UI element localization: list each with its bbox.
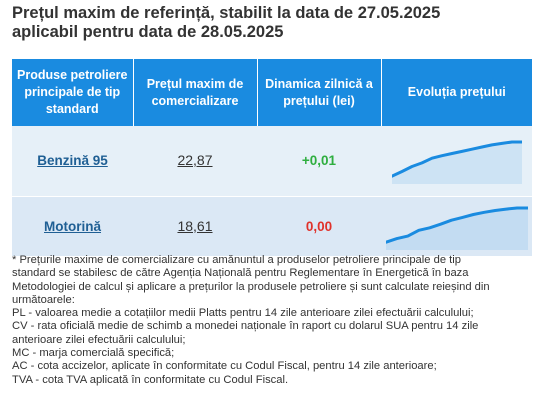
product-link-benzina-95[interactable]: Benzină 95	[37, 153, 108, 168]
footnote-line: * Prețurile maxime de comercializare cu …	[12, 254, 461, 266]
footnote-line: Metodologiei de calcul și aplicare a pre…	[12, 280, 490, 293]
footnote-line: AC - cota accizelor, aplicate în conform…	[12, 360, 437, 373]
price-evolution-sparkline	[391, 140, 522, 184]
sparkline-area	[391, 142, 522, 184]
price-evolution-sparkline	[385, 206, 528, 250]
change-cell: +0,01	[257, 126, 381, 197]
sparkline-cell	[381, 196, 532, 257]
max-price-value: 22,87	[177, 152, 213, 168]
price-table: Produse petroliere principale de tip sta…	[12, 59, 532, 257]
title-line-1: Prețul maxim de referință, stabilit la d…	[12, 4, 441, 22]
sparkline-cell	[381, 126, 532, 197]
max-price-value: 18,61	[177, 217, 213, 234]
daily-change-value: +0,01	[301, 153, 337, 168]
page-title: Prețul maxim de referință, stabilit la d…	[12, 4, 532, 42]
footnote-line: TVA - cota TVA aplicată în conformitate …	[12, 373, 289, 386]
column-header-product: Produse petroliere principale de tip sta…	[12, 59, 134, 126]
price-cell: 22,87	[133, 126, 257, 197]
sparkline-line	[385, 206, 528, 244]
table-row: Benzină 95 22,87 +0,01	[12, 126, 532, 197]
price-cell: 18,61	[133, 196, 257, 257]
daily-change-value: 0,00	[305, 218, 333, 234]
footnote-line: următoarele:	[12, 293, 75, 306]
footnote-line: anterioare zilei efectuării calculului;	[12, 333, 186, 346]
title-line-2: aplicabil pentru data de 28.05.2025	[12, 23, 284, 41]
footnote-line: standard se stabilesc de către Agenția N…	[12, 267, 469, 280]
product-link-motorina[interactable]: Motorină	[44, 218, 101, 234]
footnotes: * Prețurile maxime de comercializare cu …	[12, 254, 532, 387]
table-header-row: Produse petroliere principale de tip sta…	[12, 59, 532, 126]
product-cell: Motorină	[12, 196, 133, 257]
product-cell: Benzină 95	[12, 126, 133, 197]
column-header-daily-change: Dinamica zilnică a prețului (lei)	[257, 59, 382, 126]
footnote-line: CV - rata oficială medie de schimb a mon…	[12, 320, 479, 333]
change-cell: 0,00	[257, 196, 381, 257]
table-row: Motorină 18,61 0,00	[12, 196, 532, 257]
sparkline-line	[391, 140, 522, 178]
column-header-price-evolution: Evoluția prețului	[381, 59, 532, 126]
footnote-line: PL - valoarea medie a cotațiilor medii P…	[12, 307, 474, 320]
sparkline-area	[385, 207, 528, 250]
footnote-line: MC - marja comercială specifică;	[12, 347, 175, 360]
column-header-max-price: Prețul maxim de comercializare	[133, 59, 258, 126]
